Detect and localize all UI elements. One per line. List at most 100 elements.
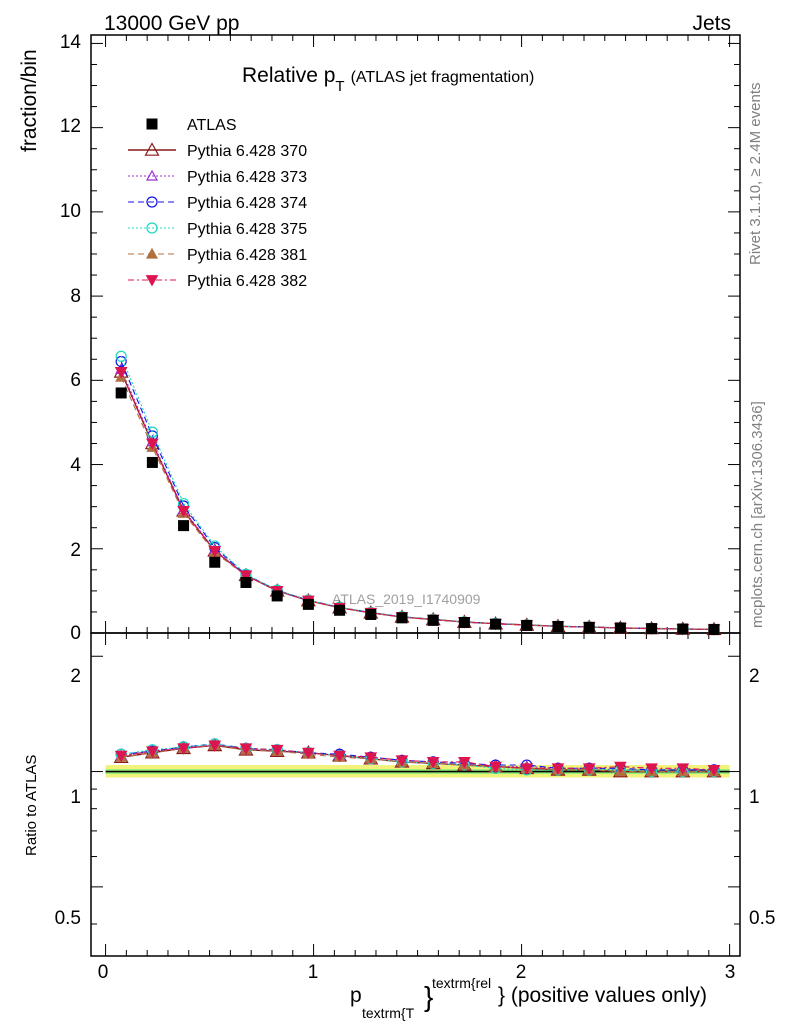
legend: ATLAS Pythia 6.428 370 Pythia 6.428 373 …: [128, 117, 307, 290]
ratio-point: [426, 756, 440, 769]
legend-marker-1: [144, 142, 160, 156]
atlas-data-point: [521, 619, 533, 631]
legend-label-382: Pythia 6.428 382: [187, 273, 307, 290]
y-tick-label-14: 14: [60, 32, 82, 53]
legend-marker-2: [145, 169, 159, 181]
atlas-data-point: [365, 608, 377, 620]
y-tick-label-2: 2: [70, 540, 81, 561]
mc-point: [146, 438, 159, 451]
legend-marker-6: [145, 275, 159, 287]
ratio-tick-label-right-2: 2: [749, 666, 760, 687]
ratio-point: [239, 743, 253, 755]
legend-marker-3: [146, 196, 158, 208]
legend-marker-5: [145, 247, 159, 259]
plot-title: Relative pT (ATLAS jet fragmentation): [242, 64, 534, 95]
x-tick-label-2: 2: [516, 962, 527, 983]
ratio-curves: [113, 737, 722, 778]
ratio-point: [364, 752, 378, 764]
y-axis-label: fraction/bin: [18, 49, 41, 152]
atlas-data-point: [209, 556, 221, 568]
x-tick-label-3: 3: [725, 962, 736, 983]
ratio-panel-frame: [90, 632, 741, 957]
ratio-point: [270, 744, 284, 757]
x-tick-label-0: 0: [98, 962, 109, 983]
y-tick-label-4: 4: [70, 455, 81, 476]
ratio-point: [395, 755, 409, 767]
atlas-data-point: [396, 612, 408, 624]
mc-point: [177, 505, 190, 518]
ratio-point: [302, 747, 315, 760]
ratio-point: [458, 756, 471, 769]
ratio-point: [645, 763, 658, 775]
atlas-data-point: [677, 623, 689, 635]
ratio-point: [146, 746, 159, 758]
ratio-tick-label-1: 1: [70, 787, 81, 808]
ratio-point: [676, 763, 690, 775]
energy-label: 13000 GeV pp: [104, 12, 239, 35]
category-label: Jets: [692, 12, 731, 35]
atlas-data-point: [178, 520, 190, 532]
mcplots-label: mcplots.cern.ch [arXiv:1306.3436]: [749, 401, 766, 628]
legend-marker-4: [146, 222, 158, 234]
atlas-data-point: [115, 387, 127, 399]
ratio-point: [208, 740, 222, 752]
ratio-point: [520, 763, 534, 775]
ratio-tick-label-2: 2: [70, 666, 81, 687]
mc-point: [208, 545, 222, 558]
atlas-data-point: [552, 620, 564, 632]
atlas-data-point: [334, 604, 346, 616]
y-tick-label-8: 8: [70, 286, 81, 307]
ratio-point: [707, 765, 721, 777]
ratio-point: [614, 761, 627, 774]
x-tick-label-1: 1: [308, 962, 319, 983]
legend-label-373: Pythia 6.428 373: [187, 169, 307, 186]
plot-title-main: Relative p: [242, 64, 335, 87]
mc-point: [239, 570, 253, 582]
ratio-point: [551, 763, 565, 775]
atlas-data-point: [302, 598, 314, 610]
x-axis-label-sub: textrm{T: [362, 1005, 415, 1021]
x-axis-label-p: p: [350, 984, 362, 1007]
rivet-version-label: Rivet 3.1.10, ≥ 2.4M events: [747, 83, 764, 266]
mc-line-4: [120, 355, 715, 630]
y-tick-label-12: 12: [60, 116, 81, 137]
ratio-point: [114, 750, 128, 763]
ratio-point: [177, 743, 190, 755]
mc-point: [115, 350, 127, 362]
legend-label-atlas: ATLAS: [187, 117, 237, 134]
plot-title-sub: T: [335, 78, 344, 95]
ratio-point: [489, 761, 502, 774]
atlas-data-point: [490, 618, 502, 630]
mc-line-3: [120, 361, 715, 630]
atlas-data-point: [146, 456, 158, 468]
legend-marker-atlas: [146, 118, 158, 130]
legend-label-375: Pythia 6.428 375: [187, 221, 307, 238]
legend-label-370: Pythia 6.428 370: [187, 143, 307, 160]
ratio-tick-label-0.5: 0.5: [55, 908, 81, 929]
atlas-data-point: [458, 616, 470, 628]
atlas-data-point: [583, 621, 595, 633]
y-tick-label-0: 0: [70, 623, 81, 644]
x-axis-label-rest: } (positive values only): [498, 984, 707, 1007]
atlas-data-point: [427, 614, 439, 626]
ratio-point: [333, 750, 346, 763]
atlas-data-point: [271, 590, 283, 602]
ratio-line-5: [121, 744, 714, 773]
mc-point: [114, 367, 128, 379]
y-tick-label-10: 10: [60, 201, 81, 222]
atlas-data-point: [240, 576, 252, 588]
atlas-data-point: [646, 623, 658, 635]
legend-label-374: Pythia 6.428 374: [187, 195, 307, 212]
ratio-tick-label-right-0.5: 0.5: [749, 908, 775, 929]
y-tick-label-6: 6: [70, 370, 81, 391]
legend-label-381: Pythia 6.428 381: [187, 247, 307, 264]
ratio-line-4: [121, 743, 714, 773]
atlas-data-point: [708, 623, 720, 635]
plot-title-note: (ATLAS jet fragmentation): [351, 69, 535, 86]
ratio-point: [582, 763, 596, 775]
ratio-tick-label-right-1: 1: [749, 787, 760, 808]
x-axis-label-sup: textrm{rel: [432, 975, 491, 991]
ratio-axis-label: Ratio to ATLAS: [23, 755, 40, 856]
data-markers: [115, 387, 720, 635]
